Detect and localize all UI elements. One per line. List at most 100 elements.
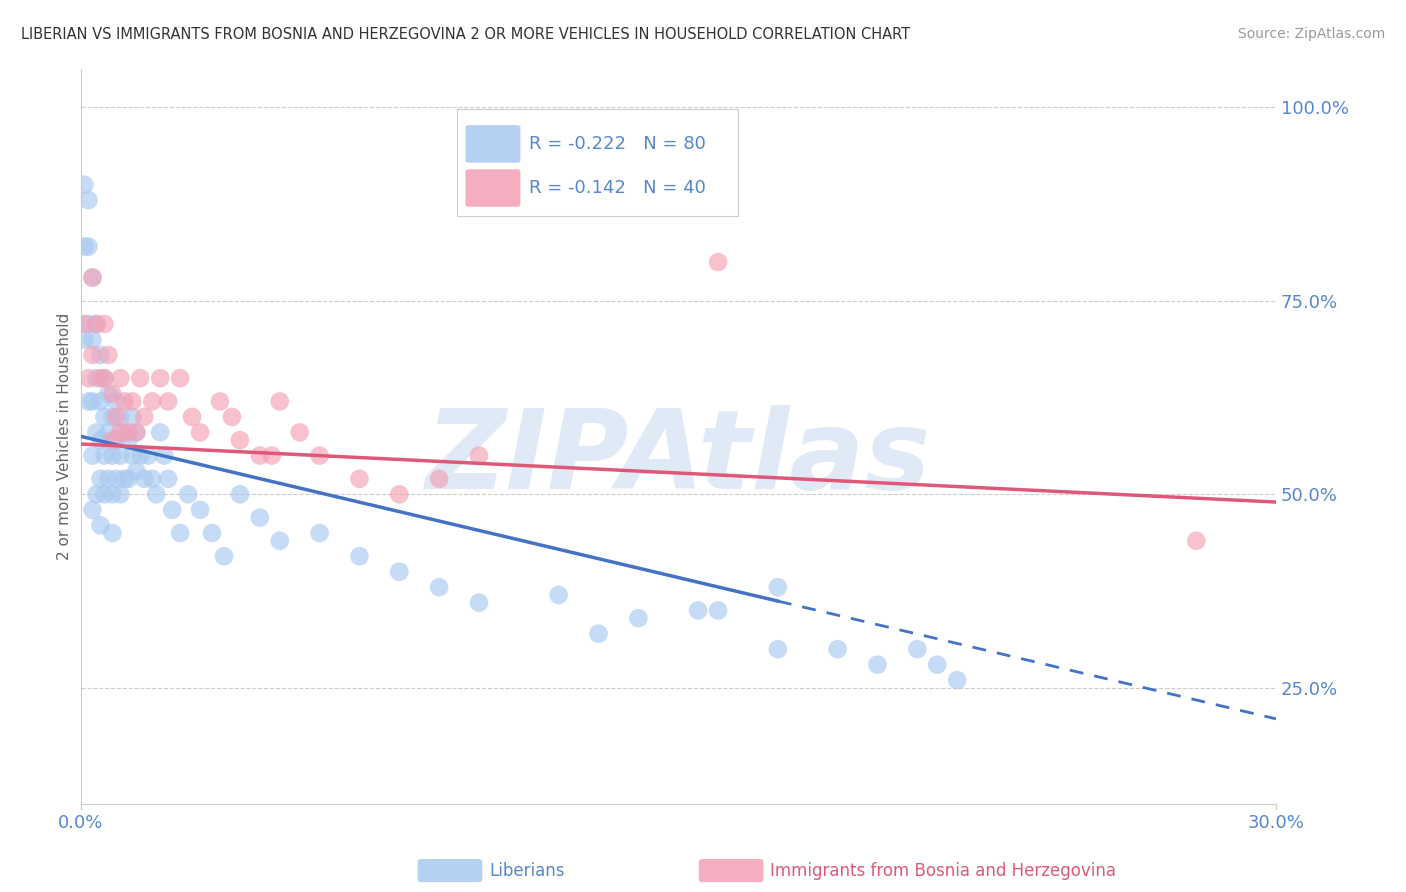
Point (229, 487, 252, 501)
Point (73, 239, 96, 253)
Point (866, 657, 889, 672)
Point (201, 526, 224, 541)
Point (160, 503, 183, 517)
Point (82, 270, 104, 285)
Point (73, 333, 96, 347)
Point (82, 394, 104, 409)
FancyBboxPatch shape (465, 125, 520, 162)
Point (105, 394, 128, 409)
Point (927, 657, 949, 672)
Point (177, 487, 200, 501)
Point (766, 580, 789, 594)
Point (188, 503, 211, 517)
Point (110, 487, 132, 501)
Point (125, 425, 148, 440)
Point (349, 472, 371, 486)
Point (269, 394, 291, 409)
Point (93, 317, 115, 331)
Text: R = -0.222   N = 80: R = -0.222 N = 80 (529, 135, 706, 153)
Point (688, 603, 710, 617)
Point (269, 533, 291, 548)
Y-axis label: 2 or more Vehicles in Household: 2 or more Vehicles in Household (58, 312, 72, 560)
Point (121, 394, 143, 409)
Point (112, 425, 135, 440)
Text: LIBERIAN VS IMMIGRANTS FROM BOSNIA AND HERZEGOVINA 2 OR MORE VEHICLES IN HOUSEHO: LIBERIAN VS IMMIGRANTS FROM BOSNIA AND H… (21, 27, 910, 42)
Point (117, 425, 139, 440)
Point (101, 526, 124, 541)
Point (97, 386, 120, 401)
Point (427, 472, 450, 486)
Point (129, 449, 152, 463)
Point (117, 472, 139, 486)
Point (77, 394, 100, 409)
Point (588, 626, 610, 640)
Point (388, 565, 411, 579)
Point (101, 449, 124, 463)
Point (73, 178, 96, 192)
Point (101, 433, 124, 447)
Point (134, 472, 156, 486)
Point (93, 449, 115, 463)
Point (707, 255, 730, 269)
Point (89, 394, 111, 409)
Point (77, 239, 100, 253)
Point (208, 394, 231, 409)
FancyBboxPatch shape (457, 109, 738, 216)
Point (260, 449, 283, 463)
Point (77, 193, 100, 207)
Point (86, 425, 108, 440)
Text: Source: ZipAtlas.com: Source: ZipAtlas.com (1237, 27, 1385, 41)
Point (136, 449, 159, 463)
Point (547, 588, 569, 602)
Point (93, 409, 115, 424)
Point (707, 603, 730, 617)
Point (86, 317, 108, 331)
Point (112, 394, 135, 409)
Point (121, 449, 143, 463)
Point (82, 333, 104, 347)
Point (145, 487, 167, 501)
Point (125, 464, 148, 478)
Point (308, 449, 330, 463)
Point (86, 371, 108, 385)
FancyBboxPatch shape (465, 169, 520, 207)
Point (97, 425, 120, 440)
Point (388, 487, 411, 501)
Point (82, 449, 104, 463)
Point (89, 518, 111, 533)
Point (101, 409, 124, 424)
Point (86, 487, 108, 501)
Point (121, 409, 143, 424)
Point (97, 348, 120, 362)
Point (249, 449, 271, 463)
Point (82, 270, 104, 285)
Point (73, 317, 96, 331)
Point (149, 425, 172, 440)
Text: Liberians: Liberians (489, 862, 565, 880)
Point (212, 549, 235, 564)
Point (89, 472, 111, 486)
Point (101, 386, 124, 401)
Point (946, 673, 969, 687)
Point (427, 580, 450, 594)
Point (229, 433, 252, 447)
Point (125, 425, 148, 440)
Point (89, 371, 111, 385)
Point (105, 472, 128, 486)
Text: Immigrants from Bosnia and Herzegovina: Immigrants from Bosnia and Herzegovina (770, 862, 1116, 880)
Point (149, 371, 172, 385)
Point (1185, 533, 1208, 548)
Point (89, 433, 111, 447)
Point (157, 472, 180, 486)
Point (77, 371, 100, 385)
Point (93, 487, 115, 501)
Point (82, 503, 104, 517)
Point (153, 449, 176, 463)
Point (141, 472, 163, 486)
Point (308, 526, 330, 541)
Point (117, 433, 139, 447)
Point (468, 596, 491, 610)
Text: ZIPAtlas: ZIPAtlas (426, 405, 931, 512)
Point (157, 394, 180, 409)
Point (627, 611, 650, 625)
